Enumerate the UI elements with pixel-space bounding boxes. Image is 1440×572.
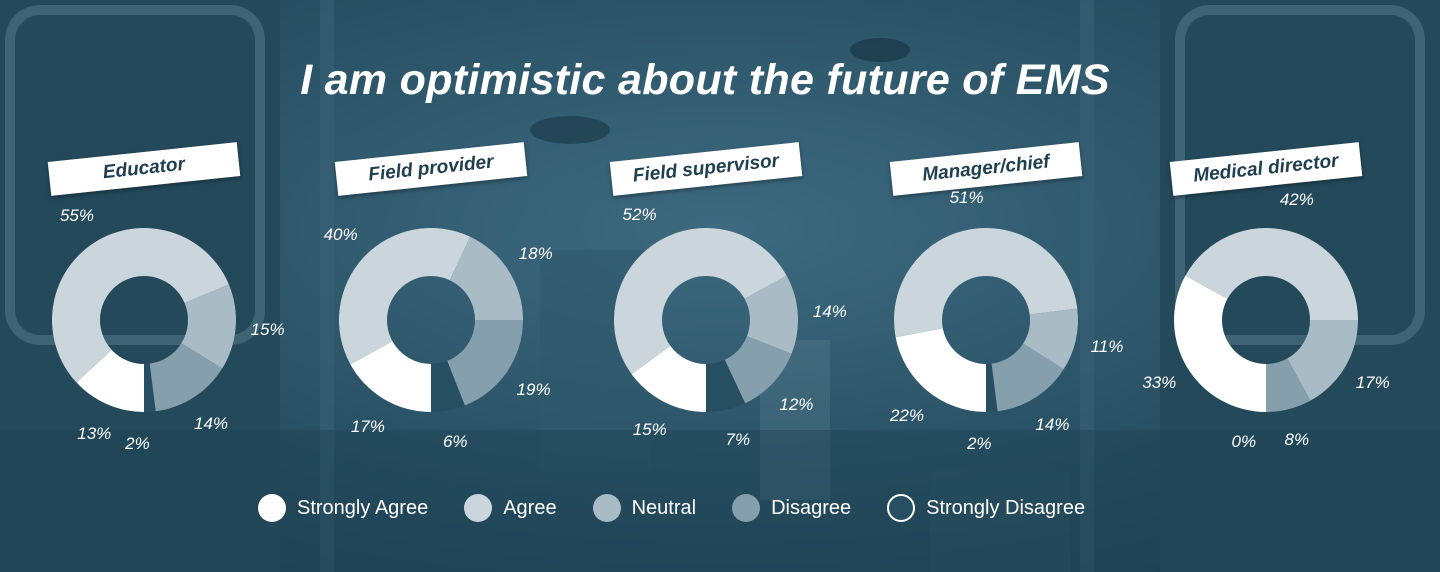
slice-label-strongly-disagree: 6% [442, 431, 468, 451]
donut-panel-field-provider: Field provider 17% 40% 18% 19% 6% [291, 140, 571, 451]
chart-title: Manager/chief [921, 151, 1051, 186]
donut-slice-strongly-disagree [144, 363, 156, 412]
slice-label-strongly-agree: 17% [350, 416, 385, 436]
slice-label-strongly-disagree: 7% [725, 429, 751, 449]
chart-title: Educator [101, 153, 186, 184]
legend-swatch-strongly-disagree [887, 494, 916, 522]
legend: Strongly Agree Agree Neutral Disagree St… [258, 488, 1121, 528]
slice-label-disagree: 12% [779, 394, 814, 414]
donut-slice-neutral [181, 284, 236, 369]
slice-label-agree: 40% [323, 225, 358, 245]
donut-chart [614, 228, 798, 412]
donut-slice-disagree [149, 343, 223, 412]
legend-swatch-disagree [732, 494, 761, 522]
donut-panel-field-supervisor: Field supervisor 15% 52% 14% 12% 7% [566, 140, 847, 449]
chart-title: Field supervisor [631, 150, 781, 187]
donut-chart [894, 227, 1078, 412]
donut-slice-agree [1185, 228, 1358, 320]
donut-panel-educator: Educator 13% 55% 15% 14% 2% [4, 140, 285, 453]
legend-item-strongly-agree: Strongly Agree [258, 494, 428, 522]
legend-item-agree: Agree [464, 494, 557, 522]
slice-label-neutral: 18% [518, 243, 553, 263]
donut-slice-neutral [744, 275, 798, 354]
slice-label-disagree: 14% [194, 414, 229, 434]
legend-label: Strongly Disagree [926, 496, 1086, 519]
legend-item-disagree: Disagree [732, 494, 851, 522]
donut-slice-neutral [449, 236, 523, 320]
donut-slice-neutral [1023, 308, 1078, 370]
slice-label-disagree: 8% [1284, 430, 1310, 450]
slice-label-agree: 55% [59, 205, 94, 225]
slice-label-disagree: 14% [1035, 414, 1070, 434]
slice-label-strongly-disagree: 0% [1231, 431, 1257, 451]
slice-label-agree: 52% [622, 205, 657, 225]
slice-label-strongly-disagree: 2% [125, 433, 150, 453]
donut-slice-strongly-disagree [431, 360, 465, 412]
slice-label-neutral: 17% [1355, 373, 1390, 393]
infographic-title: I am optimistic about the future of EMS [300, 56, 1110, 104]
legend-label: Agree [503, 496, 557, 519]
slice-label-neutral: 15% [250, 319, 285, 339]
legend-swatch-agree [464, 494, 493, 522]
chart-title-tag: Medical director [1169, 142, 1363, 196]
donut-slice-disagree [1266, 358, 1311, 412]
legend-label: Strongly Agree [297, 496, 429, 519]
donut-slice-disagree [724, 336, 792, 404]
slice-label-strongly-disagree: 2% [966, 433, 992, 453]
donut-slice-strongly-agree [76, 349, 144, 412]
slice-label-neutral: 11% [1090, 337, 1124, 357]
chart-title-tag: Field provider [334, 142, 528, 196]
legend-swatch-neutral [592, 494, 621, 522]
donut-chart [339, 228, 523, 412]
donut-slice-strongly-agree [631, 345, 706, 412]
chart-title: Field provider [367, 151, 495, 186]
donut-panel-medical-director: Medical director 33% 42% 17% 8% 0% [1126, 140, 1406, 451]
donut-slice-strongly-agree [1174, 275, 1266, 412]
legend-label: Disagree [771, 496, 852, 519]
donut-slice-strongly-agree [895, 328, 986, 412]
chart-title-tag: Field supervisor [609, 142, 803, 196]
donut-slice-agree [614, 228, 787, 375]
donut-panel-manager-chief: Manager/chief 22% 51% 11% 14% 2% [846, 140, 1126, 453]
donut-slice-agree [894, 227, 1078, 338]
slice-label-strongly-agree: 15% [632, 420, 667, 440]
legend-swatch-strongly-agree [258, 494, 286, 522]
slice-label-neutral: 14% [812, 302, 847, 322]
donut-slice-agree [52, 228, 229, 383]
donut-slice-strongly-agree [350, 341, 431, 412]
slice-label-strongly-agree: 33% [1142, 373, 1177, 393]
donut-slice-disagree [991, 343, 1064, 412]
slice-label-agree: 42% [1279, 189, 1314, 209]
slice-label-agree: 51% [949, 187, 984, 207]
chart-title-tag: Manager/chief [889, 142, 1083, 196]
legend-label: Neutral [631, 496, 697, 519]
legend-item-neutral: Neutral [592, 494, 697, 522]
chart-title-tag: Educator [47, 142, 241, 196]
donut-slice-disagree [447, 320, 523, 406]
donut-slice-agree [339, 228, 471, 365]
donut-slice-strongly-disagree [986, 363, 998, 412]
slice-label-strongly-agree: 13% [77, 423, 112, 443]
donut-chart [52, 228, 236, 412]
donut-slice-strongly-disagree [706, 359, 746, 412]
legend-item-strongly-disagree: Strongly Disagree [887, 494, 1085, 522]
donut-slice-neutral [1287, 320, 1358, 401]
donut-chart [1174, 228, 1358, 412]
chart-title: Medical director [1192, 150, 1340, 187]
slice-label-disagree: 19% [516, 379, 551, 399]
slice-label-strongly-agree: 22% [889, 405, 924, 425]
